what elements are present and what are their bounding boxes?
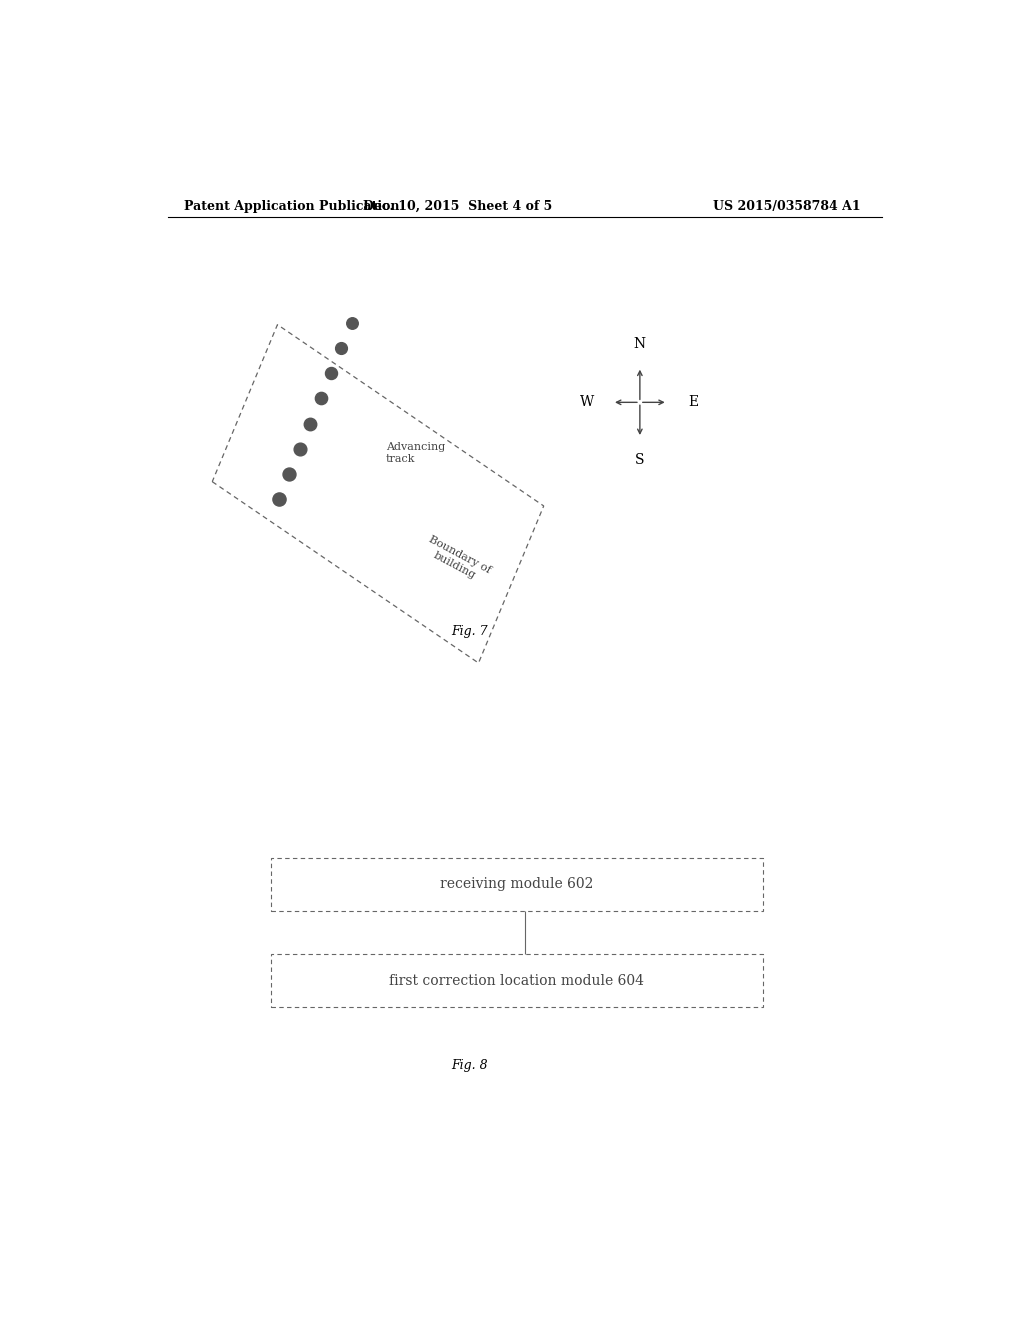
Point [323,363,339,384]
Text: N: N [634,338,646,351]
Point [312,388,329,409]
Point [333,338,349,359]
Text: S: S [635,453,645,467]
FancyBboxPatch shape [270,858,763,911]
Point [281,463,297,484]
Text: W: W [580,395,594,409]
Point [344,313,360,334]
Text: Advancing
track: Advancing track [386,442,445,463]
Text: Patent Application Publication: Patent Application Publication [183,199,399,213]
Text: Boundary of
building: Boundary of building [422,535,493,586]
Text: receiving module 602: receiving module 602 [440,876,594,891]
Point [270,488,287,510]
Point [302,413,318,434]
FancyBboxPatch shape [270,954,763,1007]
Text: Fig. 8: Fig. 8 [451,1059,487,1072]
Text: Fig. 7: Fig. 7 [451,624,487,638]
Text: first correction location module 604: first correction location module 604 [389,974,644,987]
Point [292,438,308,459]
Text: Dec. 10, 2015  Sheet 4 of 5: Dec. 10, 2015 Sheet 4 of 5 [362,199,552,213]
Text: E: E [688,395,698,409]
Text: US 2015/0358784 A1: US 2015/0358784 A1 [713,199,860,213]
